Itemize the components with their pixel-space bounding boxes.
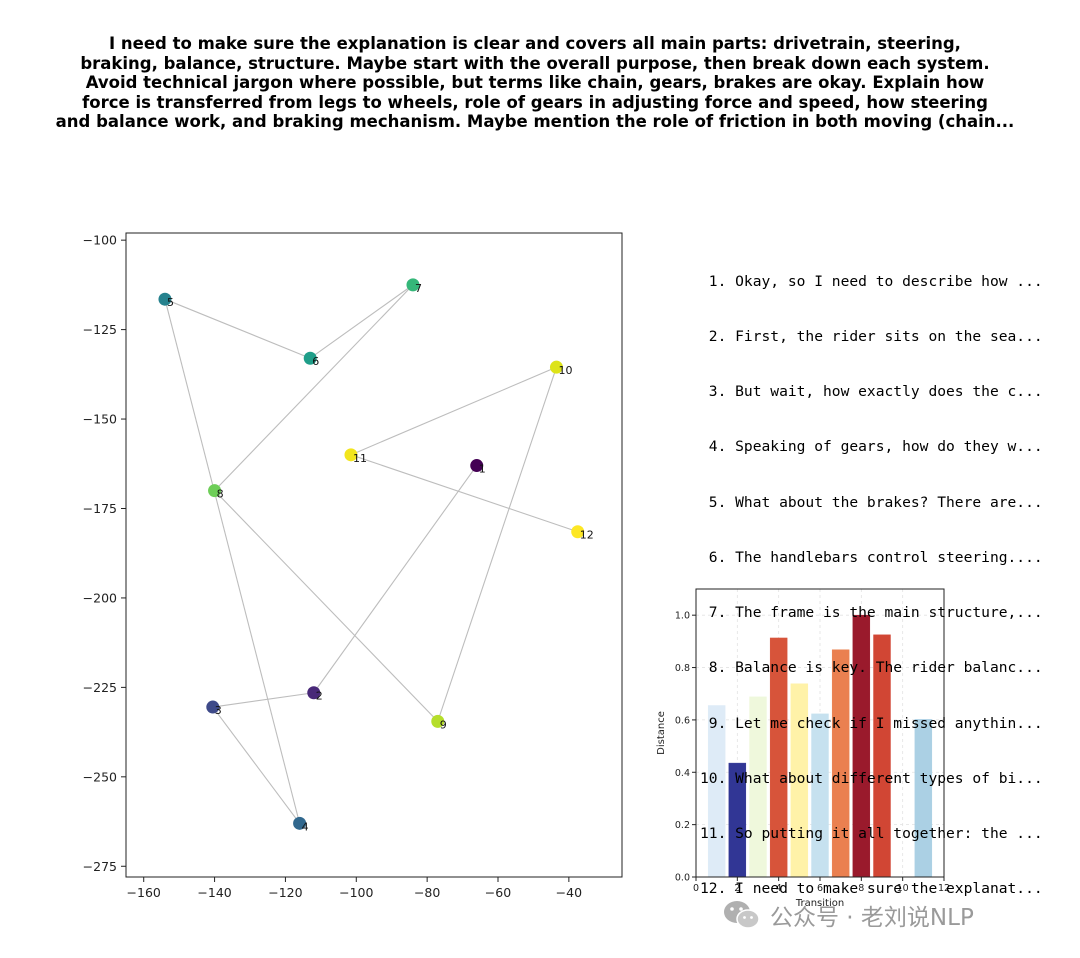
path-segment — [350, 454, 578, 533]
step-item: 7. The frame is the main structure,... — [700, 604, 1043, 622]
step-item: 4. Speaking of gears, how do they w... — [700, 438, 1043, 456]
title-line: braking, balance, structure. Maybe start… — [80, 53, 990, 73]
x-tick-label: 8 — [858, 883, 864, 894]
path-segment — [309, 284, 414, 359]
point-label: 1 — [479, 463, 486, 476]
scatter-point — [344, 448, 358, 462]
point-label: 7 — [415, 282, 422, 295]
x-tick-label: −120 — [268, 885, 302, 900]
x-tick-label: 12 — [938, 883, 950, 894]
point-label: 10 — [558, 364, 572, 377]
y-axis-label: Distance — [656, 711, 667, 755]
step-item: 3. But wait, how exactly does the c... — [700, 383, 1043, 401]
x-tick-label: 10 — [897, 883, 909, 894]
scatter-point — [571, 525, 585, 539]
step-item: 2. First, the rider sits on the sea... — [700, 328, 1043, 346]
scatter-plot: −160 −140 −120 −100 −80 −60 −40 −100 −125 −150 −17… — [83, 232, 623, 900]
point-label: 2 — [316, 690, 323, 703]
point-label: 3 — [215, 704, 222, 717]
point-label: 12 — [580, 529, 594, 542]
y-tick-label: 0.2 — [675, 820, 690, 831]
x-tick-label: −40 — [556, 885, 582, 900]
figure-title: I need to make sure the explanation is c… — [20, 34, 1050, 132]
x-tick-label: −80 — [414, 885, 440, 900]
scatter-point — [307, 686, 321, 700]
step-item: 9. Let me check if I missed anythin... — [700, 714, 1043, 732]
y-tick-label: −225 — [83, 680, 117, 695]
path-segment — [350, 366, 557, 456]
scatter-point — [470, 459, 484, 473]
path-segment — [214, 284, 414, 491]
step-list: 1. Okay, so I need to describe how ... 2… — [700, 236, 1070, 917]
scatter-point — [406, 278, 420, 292]
y-tick-label: 0.4 — [675, 768, 690, 779]
watermark-text: 公众号 · 老刘说NLP — [770, 905, 974, 931]
x-tick-label: 0 — [693, 883, 699, 894]
scatter-point — [293, 816, 307, 830]
step-item: 11. So putting it all together: the ... — [700, 825, 1043, 842]
x-tick-label: −160 — [127, 885, 161, 900]
scatter-point — [206, 700, 220, 714]
step-item: 6. The handlebars control steering.... — [700, 548, 1043, 566]
x-tick-label: 2 — [734, 883, 740, 894]
x-tick-label: −140 — [197, 885, 231, 900]
y-tick-label: −100 — [83, 233, 117, 248]
x-tick-label: 6 — [817, 883, 823, 894]
path-segment — [214, 490, 439, 722]
wechat-icon — [724, 901, 760, 929]
watermark: 公众号 · 老刘说NLP — [722, 895, 974, 935]
scatter-point — [549, 360, 563, 374]
title-line: I need to make sure the explanation is c… — [109, 34, 961, 53]
point-label: 5 — [167, 296, 174, 309]
point-label: 9 — [440, 718, 447, 731]
path-segment — [313, 465, 478, 694]
path-segment — [212, 706, 301, 824]
y-tick-label: −125 — [83, 322, 117, 337]
point-label: 4 — [302, 820, 309, 833]
scatter-point — [158, 292, 172, 306]
step-item: 1. Okay, so I need to describe how ... — [700, 272, 1043, 290]
bar-chart: 0 2 4 6 8 10 12 0.0 0.2 0.4 0.6 0.8 1.0 Transition Dis… — [656, 588, 950, 909]
y-tick-label: 0.6 — [675, 715, 690, 726]
y-tick-label: 1.0 — [675, 611, 690, 622]
x-axis-label: Transition — [795, 898, 844, 909]
scatter-point — [208, 484, 222, 498]
path-segment — [164, 299, 301, 824]
title-line: force is transferred from legs to wheels… — [82, 92, 988, 112]
step-item: 8. Balance is key. The rider balanc... — [700, 659, 1043, 677]
y-tick-label: −150 — [83, 412, 117, 427]
step-item: 5. What about the brakes? There are... — [700, 493, 1043, 511]
x-tick-label: −100 — [339, 885, 373, 900]
y-tick-label: 0.0 — [675, 873, 690, 884]
y-tick-label: −250 — [83, 769, 117, 784]
path-segment — [164, 298, 311, 359]
path-segment — [437, 366, 557, 722]
scatter-plot-frame — [125, 232, 623, 878]
point-label: 8 — [217, 488, 224, 501]
y-tick-label: −175 — [83, 501, 117, 516]
y-tick-label: −200 — [83, 590, 117, 605]
y-tick-label: −275 — [83, 859, 117, 874]
x-tick-label: −60 — [485, 885, 511, 900]
step-item: 12. I need to make sure the explanat... — [700, 880, 1043, 898]
step-item: 10. What about different types of bi... — [700, 769, 1043, 787]
title-line: Avoid technical jargon where possible, b… — [85, 73, 985, 92]
point-label: 6 — [312, 355, 319, 368]
x-tick-label: 4 — [776, 883, 782, 894]
scatter-point — [303, 351, 317, 365]
y-tick-label: 0.8 — [675, 663, 690, 674]
title-line: and balance work, and braking mechanism.… — [55, 112, 1015, 131]
path-segment — [212, 692, 314, 708]
scatter-point — [431, 714, 445, 728]
point-label: 11 — [353, 452, 367, 465]
